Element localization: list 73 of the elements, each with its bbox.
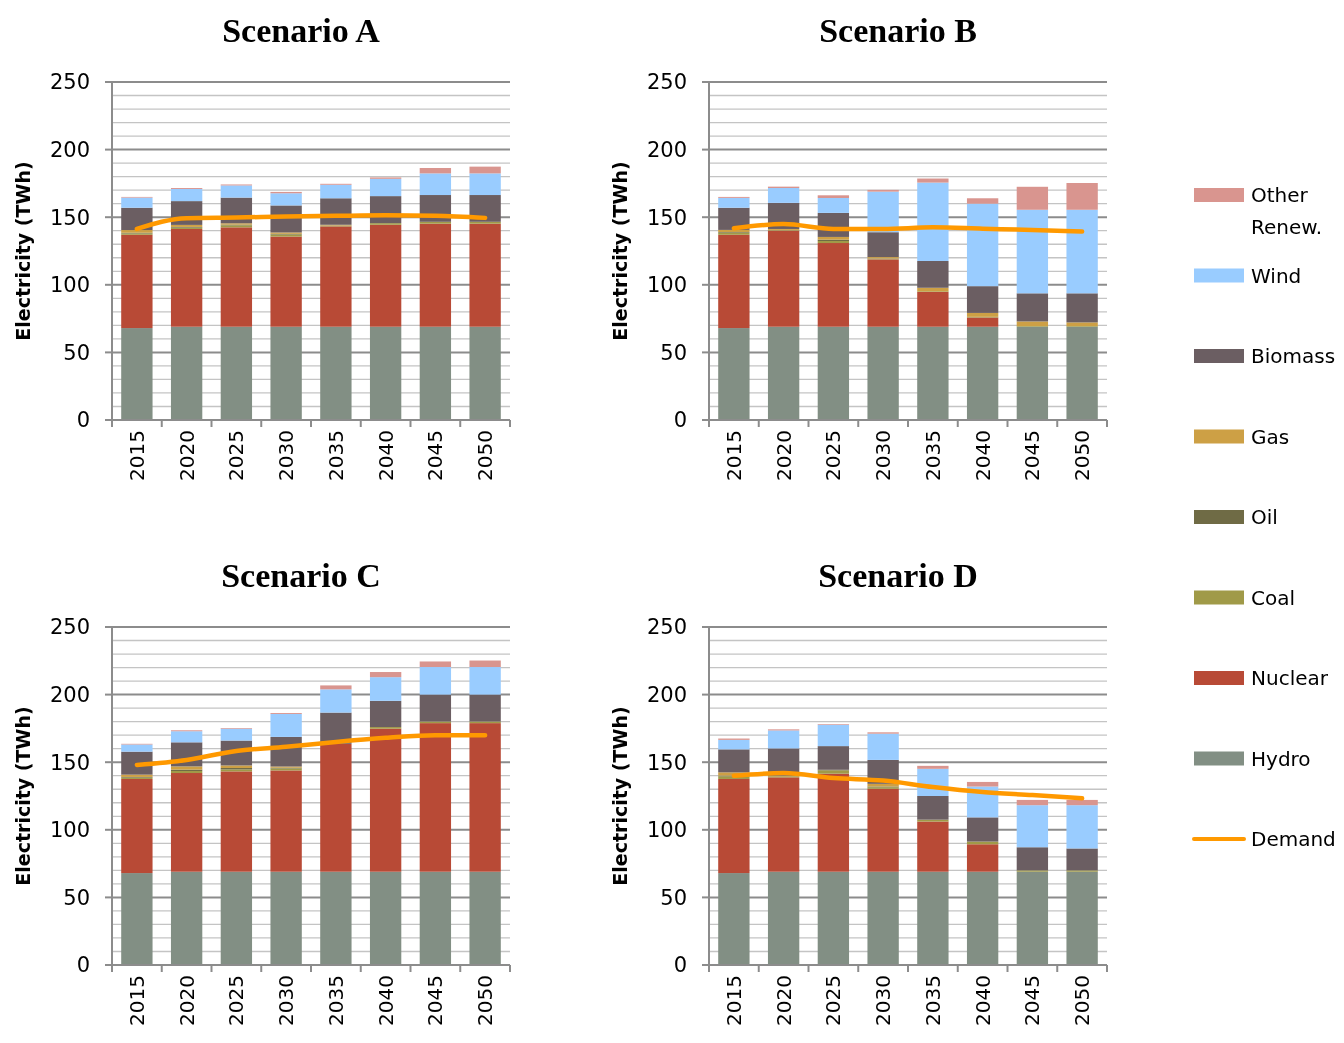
x-tick-label: 2015 — [721, 975, 746, 1026]
x-tick-label: 2015 — [721, 430, 746, 481]
y-tick-label: 50 — [660, 885, 687, 910]
x-tick-label: 2040 — [970, 430, 995, 481]
x-tick-label: 2030 — [274, 975, 299, 1026]
legend-label: Other Renew. — [1251, 183, 1323, 239]
x-tick-label: 2030 — [871, 430, 896, 481]
y-tick-label: 150 — [49, 205, 90, 230]
y-tick-label: 0 — [76, 408, 90, 433]
y-axis-title: Electricity (TWh) — [609, 161, 631, 341]
y-tick-label: 0 — [673, 953, 687, 978]
y-tick-label: 250 — [49, 615, 90, 640]
legend-label: Demand — [1251, 827, 1336, 851]
y-tick-label: 200 — [646, 137, 687, 162]
x-tick-label: 2025 — [224, 975, 249, 1026]
y-axis-title: Electricity (TWh) — [12, 161, 34, 341]
y-tick-label: 200 — [646, 682, 687, 707]
chart-title: Scenario C — [221, 557, 381, 594]
y-tick-label: 0 — [76, 953, 90, 978]
y-tick-label: 0 — [673, 408, 687, 433]
legend-label: Hydro — [1251, 746, 1311, 771]
y-tick-label: 100 — [646, 273, 687, 298]
x-tick-label: 2040 — [970, 975, 995, 1026]
y-tick-label: 250 — [49, 70, 90, 95]
y-tick-label: 50 — [63, 340, 90, 365]
y-tick-label: 250 — [646, 615, 687, 640]
x-tick-label: 2025 — [224, 430, 249, 481]
chart-title: Scenario B — [819, 12, 977, 49]
y-tick-label: 150 — [49, 750, 90, 775]
x-tick-label: 2035 — [323, 430, 348, 481]
x-tick-label: 2035 — [920, 430, 945, 481]
legend-label: Wind — [1251, 263, 1302, 288]
legend-label: Biomass — [1251, 344, 1336, 368]
x-tick-label: 2040 — [373, 430, 398, 481]
y-axis-title: Electricity (TWh) — [12, 706, 34, 886]
x-tick-label: 2030 — [274, 430, 299, 481]
x-tick-label: 2050 — [1070, 975, 1095, 1026]
legend-label: Nuclear — [1251, 666, 1329, 690]
y-tick-label: 100 — [49, 273, 90, 298]
x-tick-label: 2045 — [1020, 975, 1045, 1026]
x-tick-label: 2045 — [423, 430, 448, 481]
y-tick-label: 150 — [646, 205, 687, 230]
x-tick-label: 2020 — [174, 975, 199, 1026]
y-tick-label: 250 — [646, 70, 687, 95]
legend-label: Oil — [1251, 505, 1278, 529]
y-tick-label: 50 — [63, 885, 90, 910]
x-tick-label: 2050 — [473, 975, 498, 1026]
x-tick-label: 2050 — [1070, 430, 1095, 481]
x-tick-label: 2035 — [323, 975, 348, 1026]
x-tick-label: 2040 — [373, 975, 398, 1026]
x-tick-label: 2015 — [124, 430, 149, 481]
x-tick-label: 2025 — [821, 430, 846, 481]
y-tick-label: 150 — [646, 750, 687, 775]
x-tick-label: 2015 — [124, 975, 149, 1026]
x-tick-label: 2025 — [821, 975, 846, 1026]
x-tick-label: 2045 — [423, 975, 448, 1026]
x-tick-label: 2030 — [871, 975, 896, 1026]
legend-label: Coal — [1251, 585, 1296, 610]
y-tick-label: 100 — [49, 818, 90, 843]
x-tick-label: 2045 — [1020, 430, 1045, 481]
y-tick-label: 200 — [49, 137, 90, 162]
x-tick-label: 2020 — [174, 430, 199, 481]
legend-label: Gas — [1251, 424, 1290, 449]
y-tick-label: 100 — [646, 818, 687, 843]
x-tick-label: 2035 — [920, 975, 945, 1026]
chart-title: Scenario A — [222, 12, 381, 49]
y-tick-label: 200 — [49, 682, 90, 707]
x-tick-label: 2020 — [771, 975, 796, 1026]
y-axis-title: Electricity (TWh) — [609, 706, 631, 886]
x-tick-label: 2020 — [771, 430, 796, 481]
x-tick-label: 2050 — [473, 430, 498, 481]
y-tick-label: 50 — [660, 340, 687, 365]
chart-title: Scenario D — [818, 557, 978, 594]
